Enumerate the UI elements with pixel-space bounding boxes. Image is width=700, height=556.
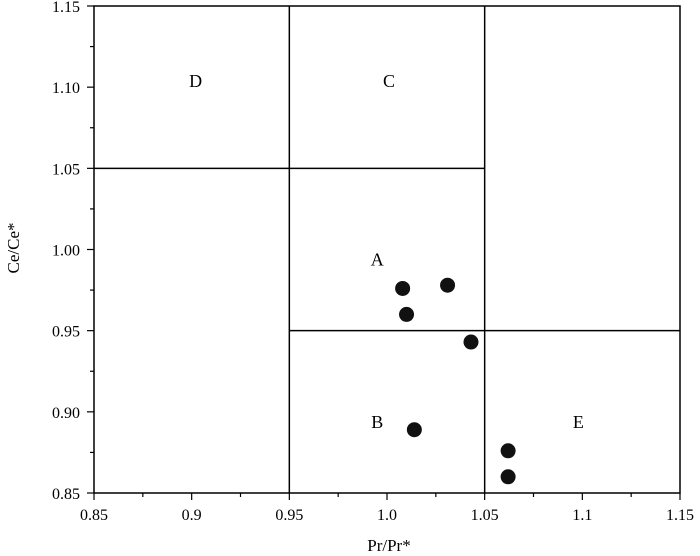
x-axis-title: Pr/Pr* [367, 536, 410, 555]
y-tick-label: 1.10 [52, 80, 80, 97]
y-tick-label: 0.95 [52, 324, 80, 341]
region-labels: A B C D E [189, 71, 584, 432]
x-tick-label: 1.05 [471, 507, 499, 524]
data-point [500, 443, 516, 459]
data-point [406, 422, 422, 438]
region-dividers [94, 6, 680, 493]
y-tick-label: 1.00 [52, 243, 80, 260]
data-points [395, 277, 516, 485]
x-tick-label: 0.85 [80, 507, 108, 524]
data-point [500, 469, 516, 485]
region-label-b: B [371, 412, 383, 432]
y-tick-label: 0.90 [52, 405, 80, 422]
region-label-a: A [371, 250, 384, 270]
x-tick-label: 1.0 [377, 507, 397, 524]
data-point [399, 306, 415, 322]
axis-ticks: 0.85 0.9 0.95 1.0 1.05 1.1 1.15 0.85 0.90 0.95 1.0… [52, 0, 694, 524]
x-tick-label: 1.15 [666, 507, 694, 524]
x-tick-label: 0.9 [182, 507, 202, 524]
data-point [440, 277, 456, 293]
x-tick-label: 1.1 [572, 507, 592, 524]
region-label-d: D [189, 71, 202, 91]
data-point [463, 334, 479, 350]
y-tick-label: 1.15 [52, 0, 80, 16]
x-tick-label: 0.95 [275, 507, 303, 524]
y-tick-label: 1.05 [52, 161, 80, 178]
y-axis-title: Ce/Ce* [4, 223, 23, 274]
region-label-c: C [383, 71, 395, 91]
region-label-e: E [573, 412, 584, 432]
y-tick-label: 0.85 [52, 486, 80, 503]
data-point [395, 280, 411, 296]
